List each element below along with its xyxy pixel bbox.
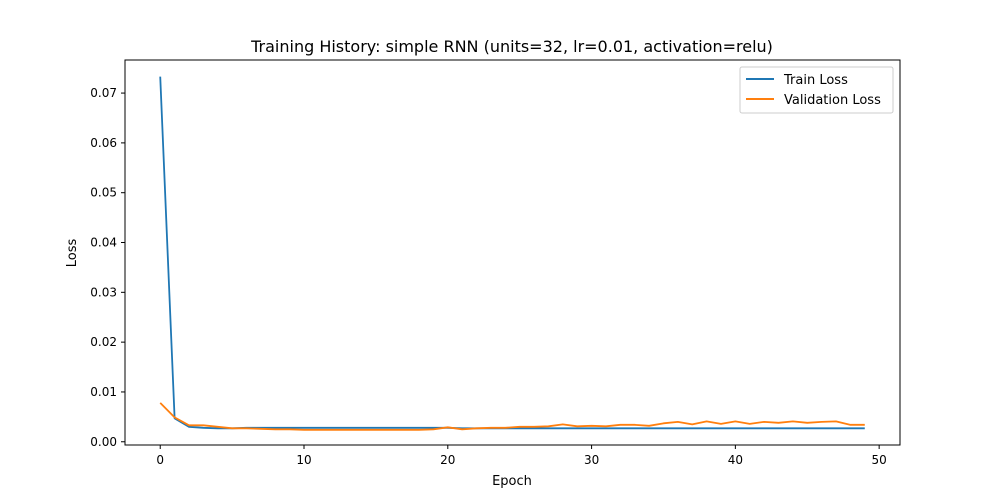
x-axis-label: Epoch (492, 474, 532, 489)
series-line-train-loss (159, 76, 865, 430)
x-tick-label: 0 (156, 453, 164, 467)
y-tick-label: 0.04 (90, 236, 117, 250)
plot-area: 0 10 20 30 40 50 0.00 0.01 0.02 0.03 0.04 0.05 0.06… (90, 59, 901, 467)
legend-label-validation-loss: Validation Loss (784, 93, 881, 108)
series-layer (159, 76, 865, 431)
x-tick-label: 40 (728, 453, 743, 467)
y-tick-label: 0.07 (90, 86, 117, 100)
y-tick-label: 0.02 (90, 335, 117, 349)
series-line-validation-loss (159, 402, 865, 431)
x-tick-label: 10 (296, 453, 311, 467)
y-tick-label: 0.06 (90, 136, 117, 150)
y-tick-label: 0.05 (90, 186, 117, 200)
y-tick-label: 0.00 (90, 435, 117, 449)
y-tick-label: 0.01 (90, 385, 117, 399)
x-tick-label: 30 (584, 453, 599, 467)
x-tick-label: 50 (872, 453, 887, 467)
y-tick-label: 0.03 (90, 285, 117, 299)
x-tick-label: 20 (440, 453, 455, 467)
plot-frame (124, 59, 901, 446)
legend-label-train-loss: Train Loss (783, 73, 848, 88)
legend-box (739, 66, 894, 114)
legend: Train Loss Validation Loss (739, 66, 894, 114)
y-axis-ticks: 0.00 0.01 0.02 0.03 0.04 0.05 0.06 0.07 (90, 86, 125, 449)
chart-title: Training History: simple RNN (units=32, … (250, 37, 773, 56)
y-axis-label: Loss (65, 239, 80, 268)
x-axis-ticks: 0 10 20 30 40 50 (156, 445, 887, 467)
